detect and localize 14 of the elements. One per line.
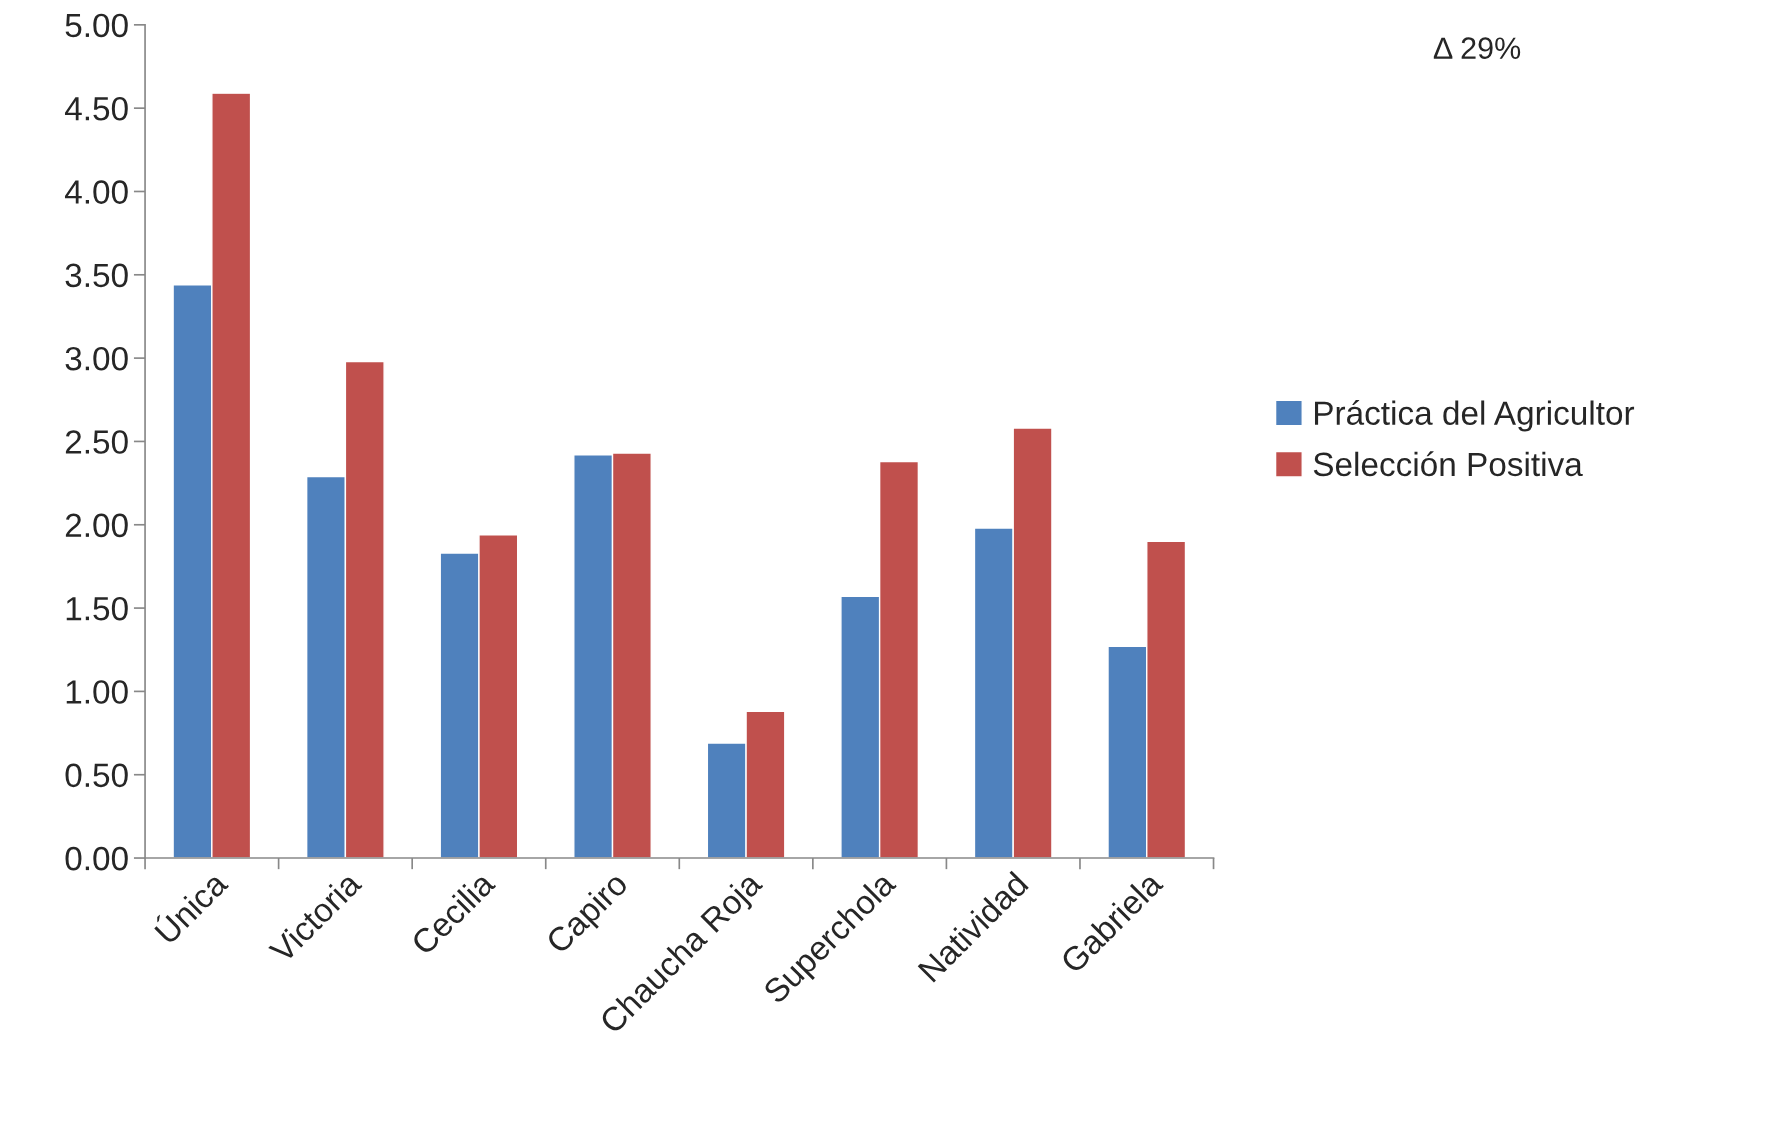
y-tick-label: 5.00: [65, 13, 128, 38]
y-tick-label: 4.00: [64, 180, 128, 204]
y-tick-label: 4.50: [64, 96, 128, 121]
y-tick-label: 0.50: [65, 763, 128, 788]
y-tick-label: 3.50: [65, 263, 128, 288]
legend-label: Selección Positiva: [1313, 451, 1583, 477]
text: Δ 29%: [1433, 37, 1521, 60]
y-tick-label: 2.00: [65, 513, 128, 538]
y-tick-label: 3.00: [65, 346, 128, 371]
y-tick-label: 0.00: [65, 846, 128, 871]
y-tick-label: 1.00: [66, 680, 128, 704]
legend-label: Práctica del Agricultor: [1314, 400, 1635, 432]
y-tick-label: 2.50: [65, 430, 128, 454]
y-tick-label: 1.50: [66, 596, 128, 621]
